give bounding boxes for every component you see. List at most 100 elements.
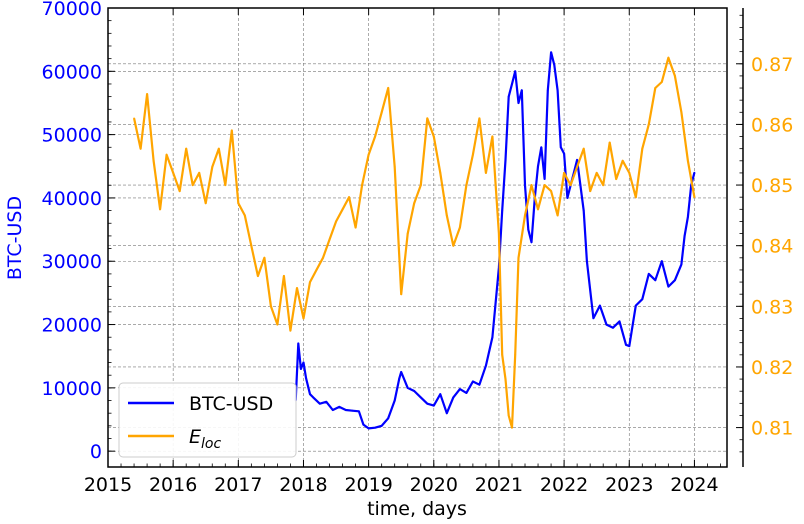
data-point-btc-usd xyxy=(641,298,644,301)
data-point-btc-usd xyxy=(501,209,504,212)
data-point-e-loc xyxy=(491,135,494,138)
data-point-e-loc xyxy=(498,232,500,235)
data-point-btc-usd xyxy=(387,417,390,420)
data-point-e-loc xyxy=(439,172,442,174)
y-left-tick-label: 60000 xyxy=(42,61,102,83)
data-point-btc-usd xyxy=(566,197,569,199)
data-point-e-loc xyxy=(198,172,201,174)
data-point-btc-usd xyxy=(550,51,552,54)
data-point-e-loc xyxy=(361,184,363,187)
data-point-e-loc xyxy=(250,244,253,247)
data-point-e-loc xyxy=(445,214,448,217)
data-point-e-loc xyxy=(146,93,149,95)
data-point-e-loc xyxy=(550,190,552,193)
data-point-e-loc xyxy=(276,323,279,326)
data-point-btc-usd xyxy=(605,323,608,326)
data-point-e-loc xyxy=(452,244,455,247)
data-point-e-loc xyxy=(485,172,487,174)
y-right-tick-label: 0.86 xyxy=(751,114,793,136)
data-point-btc-usd xyxy=(318,402,321,405)
data-point-btc-usd xyxy=(582,209,585,212)
data-point-btc-usd xyxy=(556,89,559,92)
data-point-btc-usd xyxy=(485,364,487,367)
data-point-e-loc xyxy=(243,214,246,217)
data-point-btc-usd xyxy=(514,70,517,73)
data-point-btc-usd xyxy=(426,402,429,405)
data-point-btc-usd xyxy=(398,377,401,380)
data-point-btc-usd xyxy=(380,424,383,427)
data-point-e-loc xyxy=(204,202,207,205)
data-point-e-loc xyxy=(465,184,468,187)
data-point-btc-usd xyxy=(599,304,601,307)
data-point-e-loc xyxy=(211,166,214,168)
plot-area-frame xyxy=(107,7,728,468)
data-point-btc-usd xyxy=(452,396,455,399)
data-point-e-loc xyxy=(569,184,572,187)
data-point-e-loc xyxy=(133,117,136,120)
y-axis-left-title: BTC-USD xyxy=(4,196,26,280)
data-point-btc-usd xyxy=(687,216,689,218)
data-point-btc-usd xyxy=(459,388,461,390)
data-point-btc-usd xyxy=(338,406,341,408)
data-point-btc-usd xyxy=(413,390,416,392)
data-point-btc-usd xyxy=(419,396,422,399)
y-right-tick-label: 0.84 xyxy=(751,236,793,258)
data-point-e-loc xyxy=(514,353,517,356)
data-point-btc-usd xyxy=(540,146,543,149)
data-point-e-loc xyxy=(524,214,526,217)
data-point-btc-usd xyxy=(358,410,360,413)
data-point-e-loc xyxy=(419,184,422,187)
x-tick-label: 2021 xyxy=(475,474,523,496)
data-point-e-loc xyxy=(159,208,162,211)
data-point-e-loc xyxy=(478,117,481,120)
y-right-tick-label: 0.83 xyxy=(751,296,793,318)
y-left-tick-label: 20000 xyxy=(42,315,102,337)
data-point-btc-usd xyxy=(445,412,448,415)
data-point-btc-usd xyxy=(302,361,305,364)
data-point-btc-usd xyxy=(393,399,396,402)
data-point-e-loc xyxy=(628,172,631,174)
data-point-e-loc xyxy=(556,214,559,217)
legend: BTC-USD Eloc xyxy=(118,382,297,458)
data-point-e-loc xyxy=(152,159,155,162)
series-line-e-loc xyxy=(133,56,696,429)
data-point-btc-usd xyxy=(478,383,481,386)
grid xyxy=(107,7,727,467)
legend-box xyxy=(118,382,297,458)
data-point-e-loc xyxy=(283,275,285,277)
data-point-btc-usd xyxy=(472,380,474,383)
data-point-btc-usd xyxy=(625,343,627,346)
data-point-btc-usd xyxy=(312,396,315,399)
data-point-btc-usd xyxy=(576,159,578,161)
data-point-e-loc xyxy=(660,81,663,83)
data-point-btc-usd xyxy=(325,400,328,403)
data-point-btc-usd xyxy=(491,336,494,339)
data-point-btc-usd xyxy=(592,317,595,320)
data-point-e-loc xyxy=(582,147,585,150)
data-point-btc-usd xyxy=(400,371,403,373)
data-point-btc-usd xyxy=(511,83,513,85)
y-left-tick-label: 50000 xyxy=(42,125,102,147)
data-point-e-loc xyxy=(459,226,461,229)
legend-label-eloc: Eloc xyxy=(189,426,221,452)
data-point-e-loc xyxy=(608,141,611,144)
data-point-e-loc xyxy=(472,153,474,156)
data-point-btc-usd xyxy=(351,409,354,412)
data-point-btc-usd xyxy=(537,165,539,168)
data-point-e-loc xyxy=(380,111,383,114)
data-point-btc-usd xyxy=(374,426,376,429)
y-left-tick-label: 40000 xyxy=(42,188,102,210)
data-point-btc-usd xyxy=(586,260,588,263)
legend-label-btc: BTC-USD xyxy=(189,393,273,415)
data-point-e-loc xyxy=(387,87,390,89)
data-point-e-loc xyxy=(315,269,318,271)
data-point-e-loc xyxy=(501,353,504,356)
data-point-e-loc xyxy=(309,281,311,283)
data-point-btc-usd xyxy=(693,171,696,174)
data-point-btc-usd xyxy=(305,377,307,380)
data-point-btc-usd xyxy=(331,409,334,411)
data-point-e-loc xyxy=(589,190,592,193)
y-left-tick-label: 0 xyxy=(90,441,102,463)
y-left-tick-label: 30000 xyxy=(42,251,102,273)
data-point-btc-usd xyxy=(579,184,582,187)
